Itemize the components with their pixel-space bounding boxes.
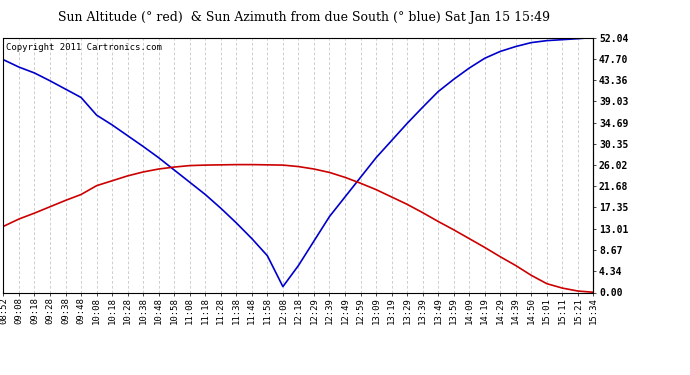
Text: Sun Altitude (° red)  & Sun Azimuth from due South (° blue) Sat Jan 15 15:49: Sun Altitude (° red) & Sun Azimuth from … bbox=[57, 11, 550, 24]
Text: Copyright 2011 Cartronics.com: Copyright 2011 Cartronics.com bbox=[6, 43, 162, 52]
